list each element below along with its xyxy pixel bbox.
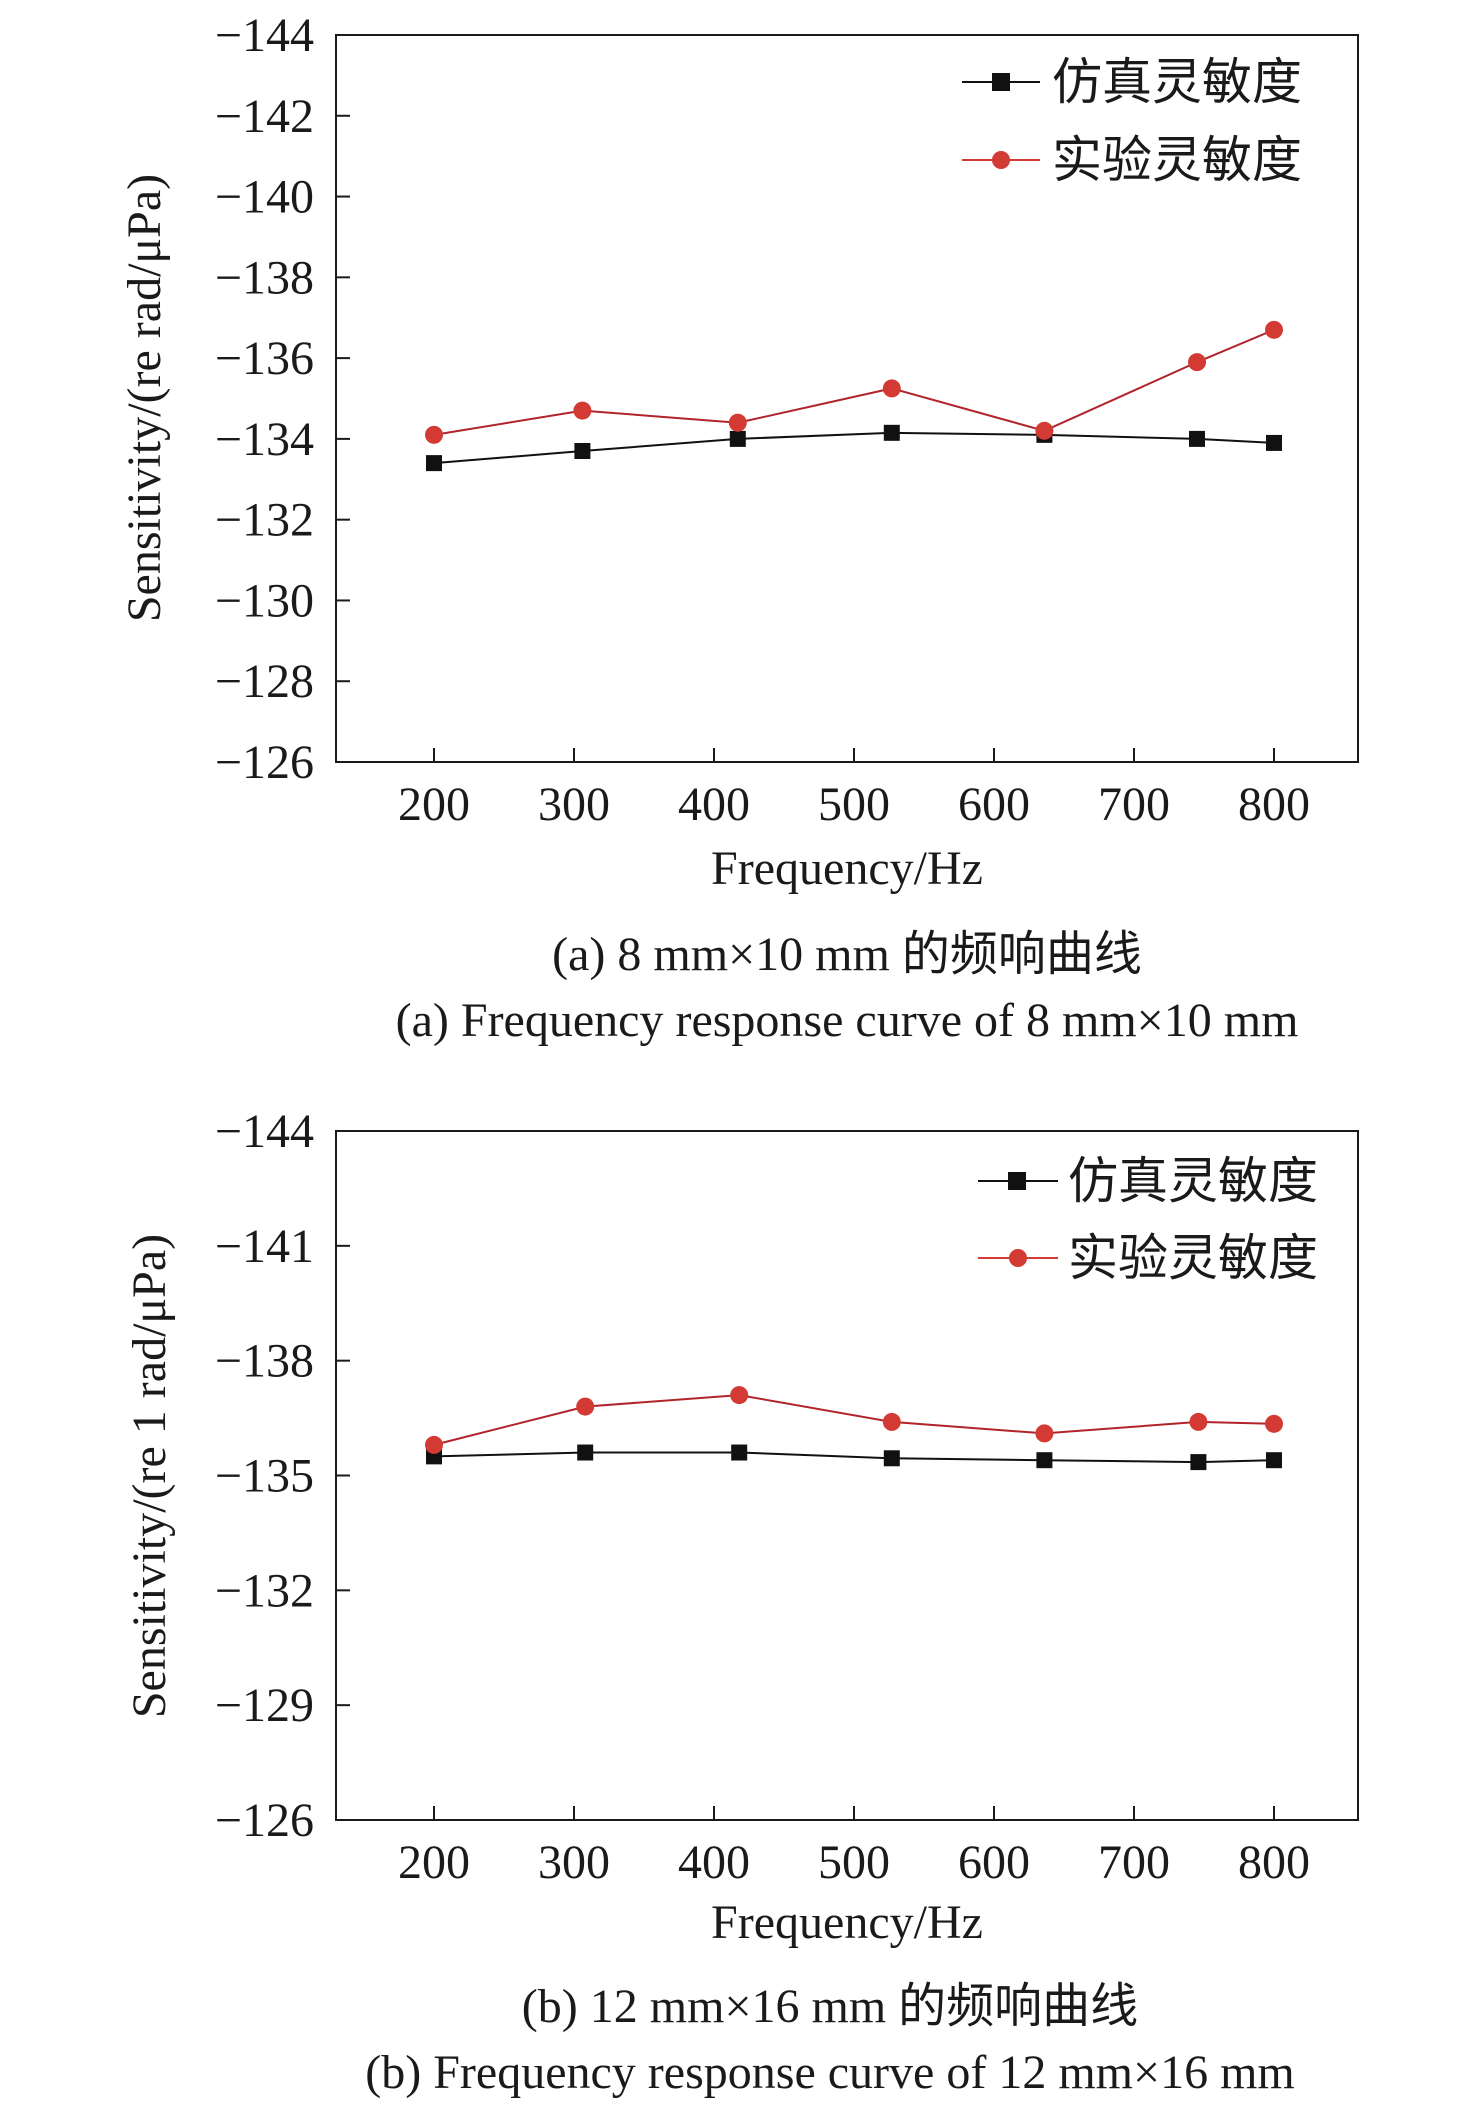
data-point-experiment <box>728 413 747 432</box>
x-ticks-a: 200 300 400 500 600 700 800 <box>398 748 1310 831</box>
y-tick-label: −138 <box>215 251 314 304</box>
data-point-simulation <box>1266 1452 1282 1469</box>
data-point-experiment <box>1265 1414 1283 1433</box>
data-point-experiment <box>882 379 901 398</box>
legend-marker-exp-a <box>992 151 1010 169</box>
y-tick-label: −126 <box>215 736 314 789</box>
y-ticks-b: −144 −141 −138 −135 −132 −129 −126 <box>215 1105 350 1847</box>
y-tick-label: −126 <box>215 1794 314 1847</box>
y-tick-label: −141 <box>215 1220 314 1273</box>
data-point-experiment <box>1035 421 1054 440</box>
legend-a: 仿真灵敏度 实验灵敏度 <box>962 54 1302 188</box>
x-tick-label: 300 <box>538 778 610 831</box>
data-point-experiment <box>882 1412 901 1431</box>
y-ticks-a: −144 −142 −140 −138 −136 −134 −132 −130 −128 −126 <box>215 9 350 789</box>
caption-en-a: (a) Frequency response curve of 8 mm×10 … <box>396 994 1299 1047</box>
data-point-experiment <box>730 1386 749 1405</box>
legend-label-exp-b: 实验灵敏度 <box>1068 1230 1318 1286</box>
y-tick-label: −130 <box>215 574 314 627</box>
legend-marker-sim-a <box>992 73 1010 91</box>
x-tick-label: 400 <box>678 778 750 831</box>
x-tick-label: 300 <box>538 1836 610 1889</box>
legend-label-sim-a: 仿真灵敏度 <box>1052 54 1302 110</box>
y-tick-label: −129 <box>215 1679 314 1732</box>
data-point-simulation <box>729 430 746 447</box>
x-tick-label: 700 <box>1098 1836 1170 1889</box>
caption-cn-b: (b) 12 mm×16 mm 的频响曲线 <box>522 1980 1138 2033</box>
caption-en-b: (b) Frequency response curve of 12 mm×16… <box>365 2046 1295 2099</box>
y-tick-label: −138 <box>215 1335 314 1388</box>
series-line-simulation <box>433 431 1275 465</box>
legend-label-exp-a: 实验灵敏度 <box>1052 132 1302 188</box>
y-axis-title-b: Sensitivity/(re 1 rad/μPa) <box>123 1234 176 1718</box>
data-point-simulation <box>426 455 442 472</box>
data-point-simulation <box>883 1450 900 1467</box>
series-line-simulation <box>433 1451 1275 1464</box>
y-tick-label: −144 <box>215 9 314 62</box>
data-point-experiment <box>1265 320 1283 339</box>
legend-marker-exp-b <box>1009 1249 1027 1267</box>
series-a <box>425 320 1283 472</box>
legend-label-sim-b: 仿真灵敏度 <box>1068 1153 1318 1209</box>
data-point-simulation <box>731 1444 748 1461</box>
data-point-experiment <box>425 425 443 444</box>
x-tick-label: 600 <box>958 1836 1030 1889</box>
y-tick-label: −142 <box>215 90 314 143</box>
x-tick-label: 500 <box>818 778 890 831</box>
data-point-simulation <box>883 424 900 441</box>
y-tick-label: −132 <box>215 1564 314 1617</box>
y-tick-label: −136 <box>215 332 314 385</box>
x-tick-label: 400 <box>678 1836 750 1889</box>
y-tick-label: −140 <box>215 171 314 224</box>
x-axis-title-b: Frequency/Hz <box>711 1896 983 1949</box>
series-line-experiment <box>433 1394 1275 1446</box>
x-tick-label: 600 <box>958 778 1030 831</box>
chart-panel-a: −144 −142 −140 −138 −136 −134 −132 −130 −128 −126… <box>118 9 1359 1047</box>
data-point-experiment <box>1189 1412 1208 1431</box>
data-point-simulation <box>577 1444 594 1461</box>
caption-cn-a: (a) 8 mm×10 mm 的频响曲线 <box>552 928 1142 981</box>
x-tick-label: 200 <box>398 778 470 831</box>
x-tick-label: 200 <box>398 1836 470 1889</box>
data-point-experiment <box>425 1435 443 1454</box>
legend-b: 仿真灵敏度 实验灵敏度 <box>978 1153 1318 1286</box>
data-point-experiment <box>573 401 592 420</box>
y-tick-label: −135 <box>215 1450 314 1503</box>
data-point-simulation <box>574 443 591 460</box>
y-tick-label: −128 <box>215 655 314 708</box>
data-point-experiment <box>1188 353 1206 372</box>
x-ticks-b: 200 300 400 500 600 700 800 <box>398 1806 1310 1889</box>
y-tick-label: −144 <box>215 1105 314 1158</box>
data-point-simulation <box>1266 434 1282 451</box>
x-tick-label: 800 <box>1238 1836 1310 1889</box>
x-tick-label: 500 <box>818 1836 890 1889</box>
series-line-experiment <box>433 328 1275 436</box>
x-tick-label: 700 <box>1098 778 1170 831</box>
data-point-simulation <box>1190 1454 1207 1471</box>
y-axis-title-a: Sensitivity/(re rad/μPa) <box>118 174 171 622</box>
x-tick-label: 800 <box>1238 778 1310 831</box>
data-point-simulation <box>1189 430 1205 447</box>
y-tick-label: −134 <box>215 413 314 466</box>
data-point-simulation <box>1036 1452 1053 1469</box>
data-point-experiment <box>1035 1424 1054 1443</box>
chart-panel-b: −144 −141 −138 −135 −132 −129 −126 200 300 400 50… <box>123 1105 1359 2099</box>
x-axis-title-a: Frequency/Hz <box>711 842 983 895</box>
legend-marker-sim-b <box>1008 1172 1026 1190</box>
y-tick-label: −132 <box>215 494 314 547</box>
plot-frame-a <box>335 34 1359 763</box>
series-b <box>425 1386 1283 1471</box>
data-point-experiment <box>576 1397 595 1416</box>
